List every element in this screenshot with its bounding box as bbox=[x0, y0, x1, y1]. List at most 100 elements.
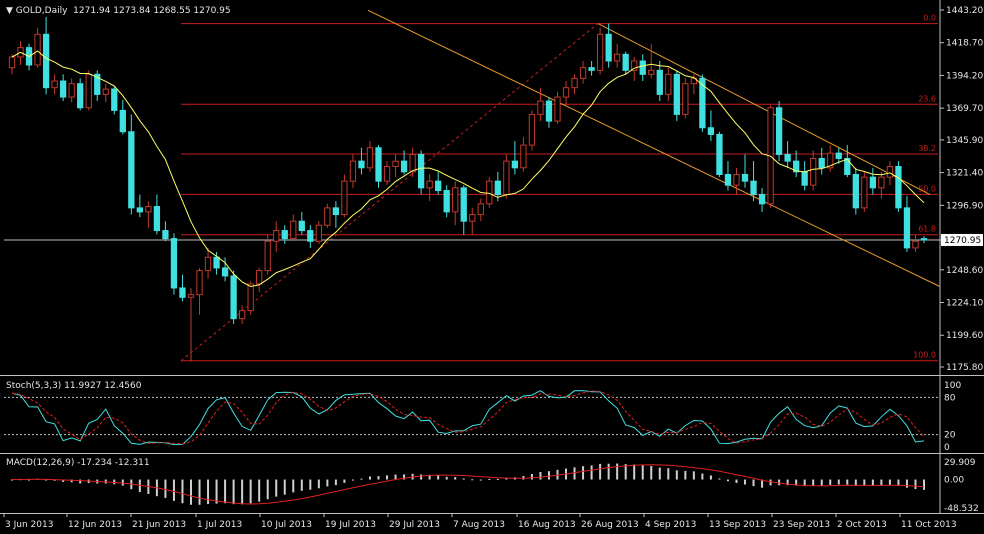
macd-histogram-bar bbox=[164, 479, 167, 498]
x-tick-label: 16 Aug 2013 bbox=[518, 520, 576, 530]
pane-separator bbox=[0, 513, 984, 514]
stoch-tick-label: 0 bbox=[944, 443, 950, 453]
candle-body bbox=[869, 176, 877, 189]
fib-level-label: 61.8 bbox=[918, 225, 936, 234]
macd-histogram-bar bbox=[445, 476, 448, 480]
y-tick-label: 1224.10 bbox=[946, 299, 983, 309]
macd-histogram-bar bbox=[539, 471, 542, 480]
macd-histogram-bar bbox=[897, 479, 900, 486]
macd-histogram-bar bbox=[292, 479, 295, 493]
stoch-signal-line bbox=[11, 390, 925, 445]
candle-body bbox=[111, 88, 118, 111]
macd-histogram-bar bbox=[11, 479, 13, 481]
y-tick-label: 1443.20 bbox=[946, 6, 983, 16]
candle-body bbox=[622, 53, 629, 71]
macd-histogram-bar bbox=[275, 479, 278, 497]
candle-body bbox=[520, 144, 527, 169]
candle-body bbox=[42, 33, 50, 89]
channel-lower-line bbox=[367, 9, 941, 288]
candle-body bbox=[596, 33, 604, 71]
macd-histogram-bar bbox=[189, 479, 192, 505]
macd-histogram-bar bbox=[820, 479, 823, 486]
macd-histogram-bar bbox=[667, 468, 670, 480]
main-header: ▼ GOLD,Daily 1271.94 1273.84 1268.55 127… bbox=[6, 6, 231, 16]
candle-body bbox=[315, 224, 322, 242]
macd-histogram-bar bbox=[701, 473, 704, 480]
x-tick-label: 13 Sep 2013 bbox=[709, 520, 766, 530]
macd-histogram-bar bbox=[428, 474, 431, 480]
stoch-tick-label: 100 bbox=[944, 381, 961, 391]
candle-body bbox=[375, 147, 382, 182]
macd-histogram-bar bbox=[79, 479, 82, 484]
macd-histogram-bar bbox=[181, 479, 184, 504]
macd-histogram-bar bbox=[215, 479, 218, 504]
macd-histogram-bar bbox=[769, 479, 772, 486]
candle-body bbox=[528, 113, 536, 146]
macd-histogram-bar bbox=[232, 479, 235, 505]
macd-histogram-bar bbox=[326, 479, 329, 487]
macd-histogram-bar bbox=[616, 463, 619, 480]
macd-histogram-bar bbox=[547, 471, 550, 480]
candle-body bbox=[878, 176, 885, 189]
fib-level-label: 0.0 bbox=[923, 14, 936, 23]
candle-body bbox=[400, 160, 408, 173]
candle-body bbox=[699, 77, 706, 129]
macd-histogram-bar bbox=[812, 479, 815, 486]
macd-histogram-bar bbox=[121, 479, 124, 486]
candle-body bbox=[673, 73, 680, 115]
candle-body bbox=[631, 60, 638, 71]
candle-body bbox=[213, 256, 220, 269]
macd-histogram-bar bbox=[761, 479, 764, 488]
y-tick-label: 1175.80 bbox=[946, 363, 983, 373]
candle-body bbox=[392, 160, 399, 167]
candle-body bbox=[511, 160, 519, 169]
candle-body bbox=[8, 56, 16, 69]
fib-trend-line bbox=[180, 23, 599, 362]
macd-histogram-bar bbox=[309, 479, 312, 490]
candle-body bbox=[494, 180, 501, 196]
macd-histogram-bar bbox=[479, 479, 482, 481]
candle-body bbox=[230, 275, 237, 320]
pane-separator bbox=[0, 453, 984, 454]
x-tick-label: 12 Jun 2013 bbox=[68, 520, 122, 530]
x-tick-label: 1 Jul 2013 bbox=[197, 520, 242, 530]
candle-body bbox=[665, 73, 672, 95]
macd-histogram-bar bbox=[343, 479, 346, 483]
candle-body bbox=[383, 165, 391, 182]
candle-body bbox=[34, 33, 41, 66]
candle-body bbox=[426, 180, 433, 189]
macd-histogram-bar bbox=[53, 479, 56, 481]
macd-histogram-bar bbox=[488, 479, 491, 481]
y-tick-label: 1321.40 bbox=[946, 169, 983, 179]
candle-body bbox=[844, 157, 851, 175]
macd-histogram-bar bbox=[923, 479, 925, 490]
candle-body bbox=[656, 69, 663, 95]
macd-histogram-bar bbox=[224, 479, 227, 504]
macd-histogram-bar bbox=[283, 479, 286, 495]
x-tick-label: 11 Oct 2013 bbox=[901, 520, 957, 530]
candle-body bbox=[94, 73, 101, 95]
stoch-tick-label: 80 bbox=[944, 393, 956, 403]
candle-body bbox=[912, 240, 919, 249]
macd-histogram-bar bbox=[854, 479, 857, 486]
dropdown-arrow-icon[interactable]: ▼ bbox=[6, 6, 16, 16]
candle-body bbox=[281, 230, 288, 240]
fib-level-label: 23.6 bbox=[918, 94, 936, 103]
moving-average-line bbox=[11, 50, 925, 288]
candle-body bbox=[818, 157, 825, 169]
macd-histogram-bar bbox=[871, 479, 874, 486]
candle-body bbox=[417, 153, 425, 189]
candle-body bbox=[741, 173, 749, 182]
macd-histogram-bar bbox=[334, 479, 337, 486]
macd-histogram-bar bbox=[709, 475, 712, 480]
candle-body bbox=[273, 230, 280, 242]
candle-body bbox=[51, 80, 58, 89]
candle-body bbox=[810, 157, 817, 186]
macd-histogram-bar bbox=[70, 479, 73, 483]
macd-histogram-bar bbox=[599, 463, 602, 480]
macd-tick-label: 0.00 bbox=[944, 476, 964, 486]
macd-histogram-bar bbox=[505, 477, 508, 480]
macd-histogram-bar bbox=[914, 479, 917, 490]
candle-body bbox=[503, 160, 510, 196]
candle-body bbox=[349, 160, 357, 182]
